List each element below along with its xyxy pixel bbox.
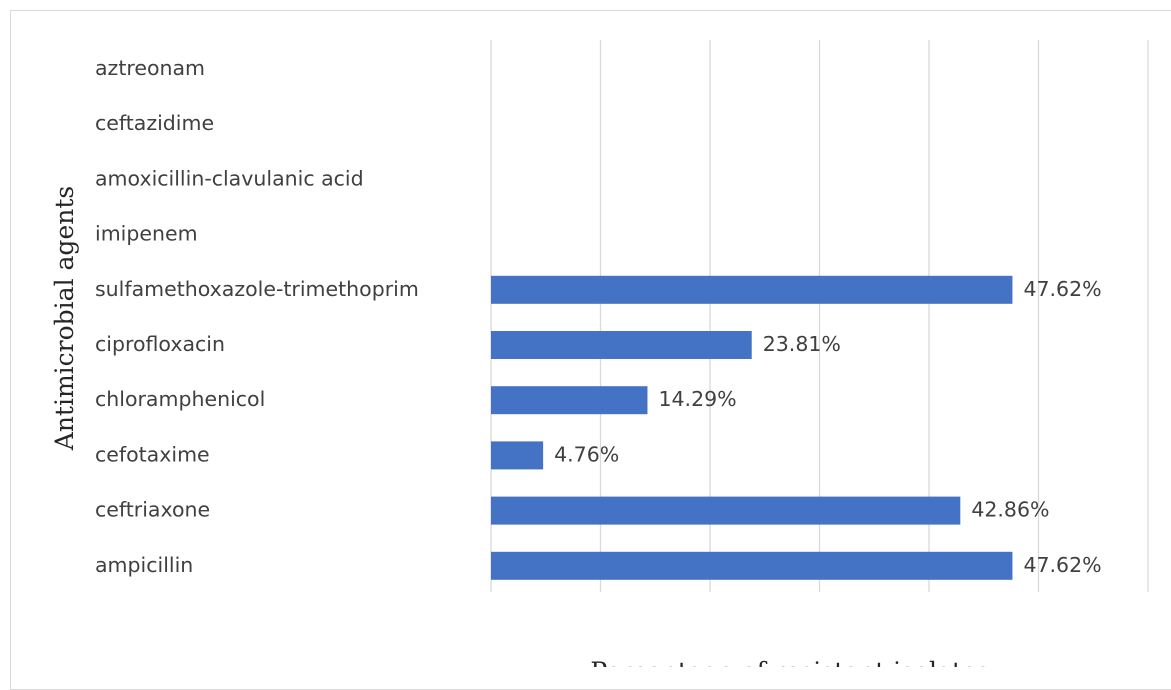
data-label: 4.76% [554, 442, 619, 466]
bar [491, 496, 961, 525]
category-label: sulfamethoxazole-trimethoprim [95, 277, 419, 301]
bar [491, 386, 648, 415]
category-label: ceftazidime [95, 111, 214, 135]
data-label: 42.86% [971, 498, 1049, 522]
category-label: ciprofloxacin [95, 332, 225, 356]
bars [491, 275, 1013, 580]
category-label: aztreonam [95, 56, 205, 80]
y-axis-title: Antimicrobial agents [50, 186, 79, 451]
category-label: cefotaxime [95, 442, 210, 466]
data-label: 14.29% [658, 387, 736, 411]
category-label: ampicillin [95, 553, 193, 577]
category-label: amoxicillin-clavulanic acid [95, 166, 364, 190]
data-labels: 47.62% 23.81% 14.29% 4.76% 42.86% 47.62% [554, 277, 1101, 577]
category-label: imipenem [95, 222, 198, 246]
bar [491, 441, 544, 470]
data-label: 47.62% [1023, 277, 1101, 301]
bar [491, 275, 1013, 304]
category-labels: aztreonam ceftazidime amoxicillin-clavulan… [95, 56, 419, 577]
bar-chart: aztreonam ceftazidime amoxicillin-clavulan… [50, 40, 1149, 667]
data-label: 47.62% [1023, 553, 1101, 577]
data-label: 23.81% [763, 332, 841, 356]
category-label: chloramphenicol [95, 387, 265, 411]
x-axis-title: Percentage of resistant isolates [590, 657, 989, 667]
category-label: ceftriaxone [95, 498, 210, 522]
bar [491, 331, 752, 359]
bar [491, 551, 1013, 580]
